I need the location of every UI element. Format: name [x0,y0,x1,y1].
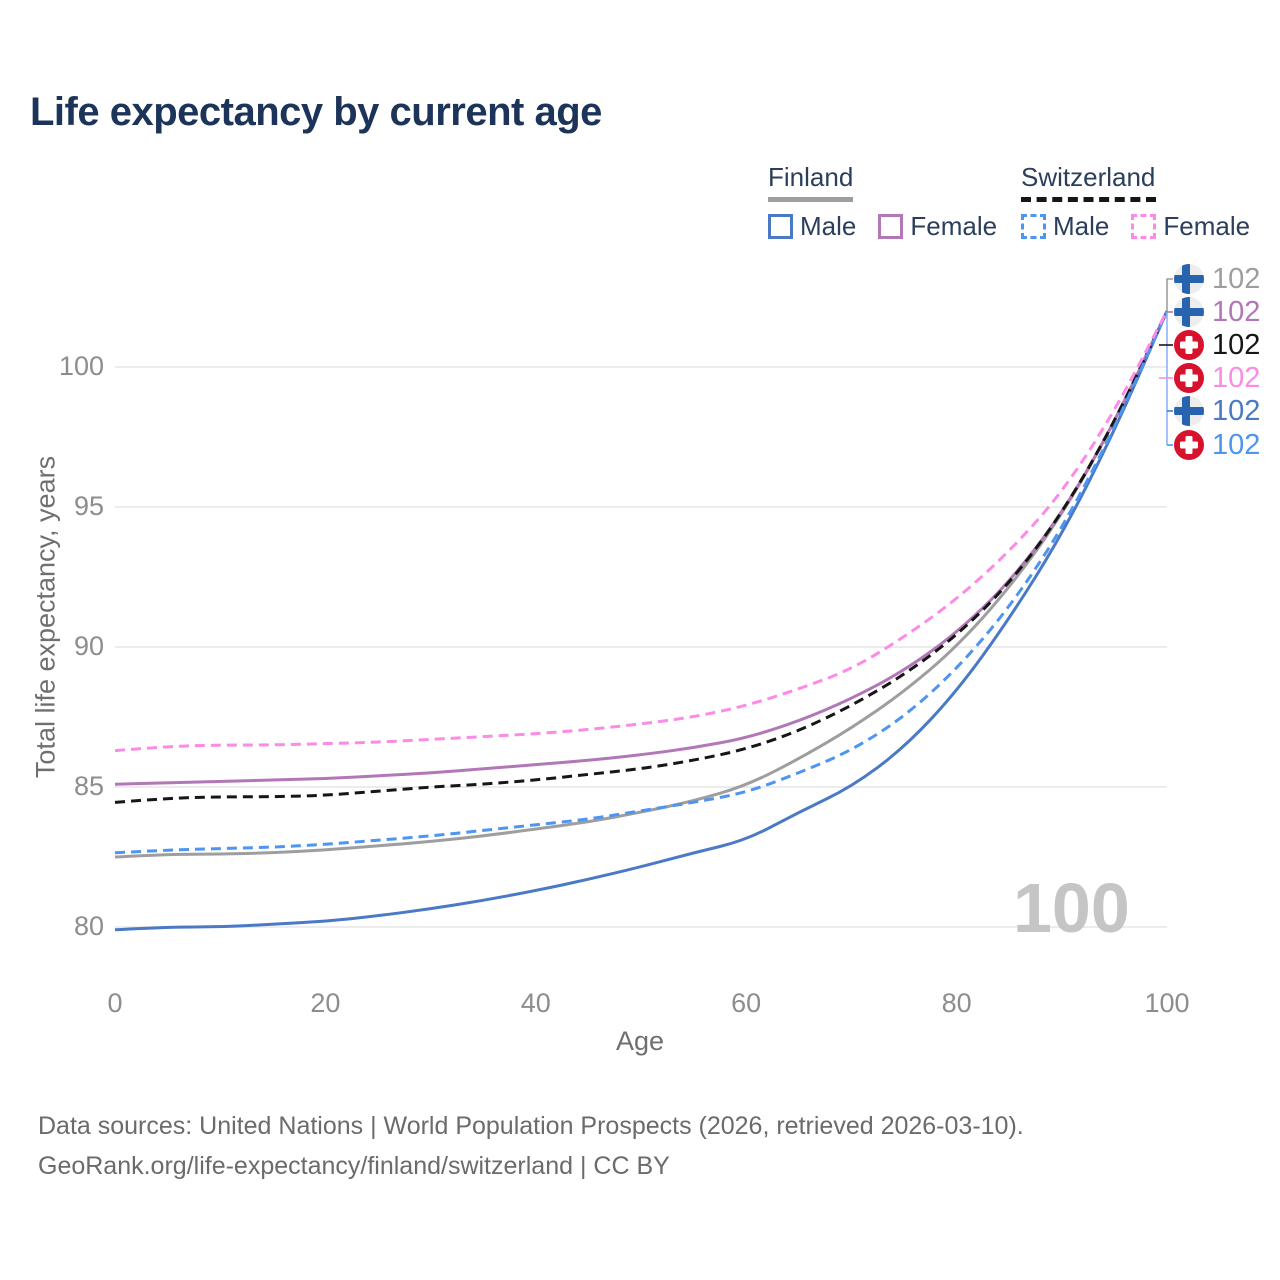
finland-female-swatch[interactable] [878,214,904,239]
end-label-finland-male: 102 [1174,396,1260,426]
end-label-finland-both-sexes: 102 [1174,264,1260,294]
switzerland-flag-icon [1174,330,1204,360]
x-axis-title: Age [615,1026,665,1056]
footer: Data sources: United Nations | World Pop… [38,1106,1024,1186]
legend-group-switzerland: Switzerland Male Female [1021,162,1272,242]
finland-total-line-swatch [768,197,853,202]
end-label-value: 102 [1212,329,1261,361]
y-tick-100: 100 [58,351,104,381]
switzerland-female-swatch[interactable] [1131,214,1157,239]
end-label-value: 102 [1212,362,1261,394]
switzerland-male-label[interactable]: Male [1053,211,1110,241]
series-line-switzerland-both-sexes [114,310,1169,804]
y-tick-80: 80 [73,911,104,941]
finland-male-swatch[interactable] [768,214,793,239]
switzerland-male-swatch[interactable] [1021,214,1046,239]
series-line-switzerland-female [114,310,1169,753]
switzerland-female-label[interactable]: Female [1163,211,1251,241]
y-tick-95: 95 [73,491,104,521]
switzerland-total-line-swatch [1021,197,1156,202]
page-title: Life expectancy by current age [30,90,602,134]
x-tick-20: 20 [310,988,341,1018]
y-tick-90: 90 [73,631,104,661]
x-tick-0: 0 [107,988,123,1018]
finland-flag-icon [1174,396,1204,426]
legend-country-switzerland-label[interactable]: Switzerland [1021,162,1156,192]
legend-group-finland: Finland Male Female [768,162,1019,242]
finland-flag-icon [1174,297,1204,327]
series-line-finland-both-sexes [114,310,1169,859]
end-label-switzerland-male: 102 [1174,430,1260,460]
end-label-value: 102 [1212,429,1261,461]
series-line-switzerland-male [114,310,1169,855]
finland-female-label[interactable]: Female [910,211,998,241]
watermark-age-readout: 100 [1013,869,1130,947]
finland-flag-icon [1174,264,1204,294]
footer-data-sources: Data sources: United Nations | World Pop… [38,1112,1024,1140]
y-tick-85: 85 [73,771,104,801]
end-label-finland-female: 102 [1174,297,1260,327]
switzerland-flag-icon [1174,363,1204,393]
end-label-switzerland-female: 102 [1174,363,1260,393]
end-label-value: 102 [1212,296,1261,328]
x-tick-60: 60 [731,988,762,1018]
end-label-value: 102 [1212,395,1261,427]
end-label-value: 102 [1212,263,1261,295]
x-tick-40: 40 [520,988,551,1018]
leader-line-0 [1166,278,1173,311]
finland-male-label[interactable]: Male [800,211,857,241]
legend-country-finland-label[interactable]: Finland [768,162,854,192]
end-label-switzerland-both-sexes: 102 [1174,330,1260,360]
x-tick-80: 80 [941,988,972,1018]
footer-attribution: GeoRank.org/life-expectancy/finland/swit… [38,1152,670,1180]
series-line-finland-female [114,310,1169,786]
switzerland-flag-icon [1174,430,1204,460]
series-line-finland-male [114,310,1169,932]
x-tick-100: 100 [1144,988,1190,1018]
